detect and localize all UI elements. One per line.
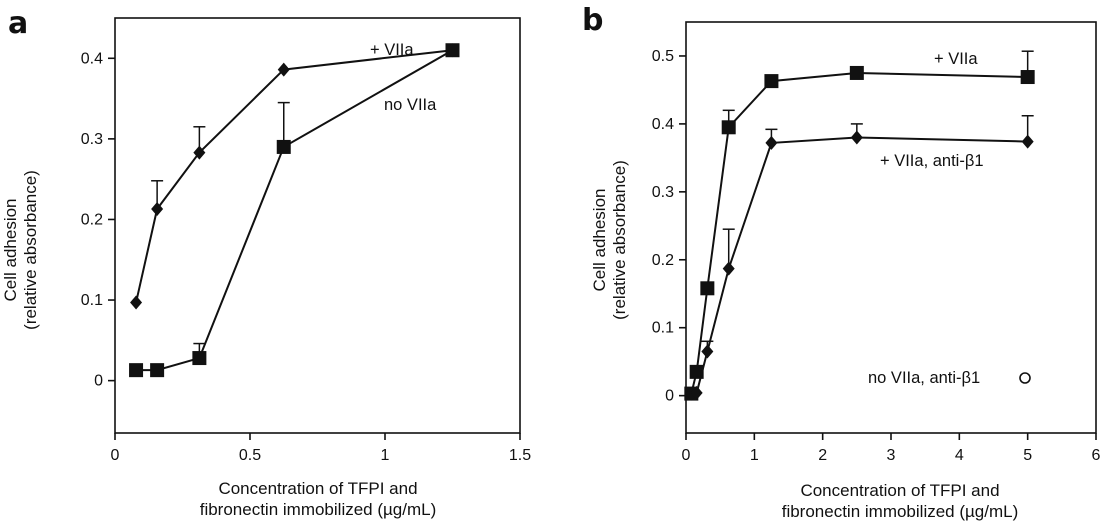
diamond-marker bbox=[690, 385, 703, 400]
square-marker bbox=[764, 74, 779, 89]
x-tick-label: 6 bbox=[1092, 447, 1101, 464]
y-tick-label: 0.4 bbox=[652, 116, 674, 133]
diamond-marker bbox=[151, 201, 164, 216]
series-a-0: + VIIa bbox=[130, 41, 459, 310]
diamond-marker bbox=[130, 295, 143, 310]
y-tick-label: 0.1 bbox=[81, 292, 103, 309]
y-tick-label: 0.5 bbox=[652, 48, 674, 65]
square-marker bbox=[276, 139, 291, 154]
series-label: + VIIa, anti-β1 bbox=[880, 152, 984, 170]
square-marker bbox=[129, 363, 144, 378]
x-tick-label: 0.5 bbox=[239, 447, 261, 464]
x-tick-label: 0 bbox=[111, 447, 120, 464]
panel-letter: a bbox=[8, 6, 28, 41]
square-marker bbox=[445, 43, 460, 58]
y-tick-label: 0.2 bbox=[652, 252, 674, 269]
chart-panel-a: a 0 0.1 0.2 0.3 0.4 0 0.5 1 1.5 Cell adhesion (rela… bbox=[1, 6, 531, 519]
x-tick-label: 2 bbox=[818, 447, 827, 464]
x-tick-label: 5 bbox=[1023, 447, 1032, 464]
x-axis-label: Concentration of TFPI and bbox=[218, 479, 417, 498]
series-b-0: + VIIa bbox=[684, 50, 1035, 401]
diamond-marker bbox=[1021, 134, 1034, 149]
series-line bbox=[690, 71, 1028, 394]
series-label: + VIIa bbox=[370, 41, 414, 59]
open-circle-marker bbox=[1019, 372, 1031, 384]
square-marker bbox=[849, 65, 864, 80]
square-marker bbox=[700, 281, 715, 296]
diamond-marker bbox=[765, 135, 778, 150]
y-tick-label: 0.3 bbox=[652, 184, 674, 201]
x-axis-label: fibronectin immobilized (µg/mL) bbox=[200, 500, 437, 519]
x-axis-label: Concentration of TFPI and bbox=[800, 481, 999, 500]
square-marker bbox=[192, 351, 207, 366]
y-tick-label: 0.4 bbox=[81, 50, 103, 67]
y-axis-label: (relative absorbance) bbox=[21, 170, 40, 330]
x-tick-label: 4 bbox=[955, 447, 964, 464]
x-tick-label: 3 bbox=[887, 447, 896, 464]
x-tick-label: 1 bbox=[750, 447, 759, 464]
x-tick-label: 1.5 bbox=[509, 447, 531, 464]
series-b-1: + VIIa, anti-β1 bbox=[685, 114, 1034, 401]
series-label: no VIIa bbox=[384, 96, 437, 114]
x-axis-label: fibronectin immobilized (µg/mL) bbox=[782, 502, 1019, 521]
diamond-marker bbox=[277, 62, 290, 77]
diamond-marker bbox=[701, 344, 714, 359]
y-tick-label: 0 bbox=[94, 373, 103, 390]
x-tick-label: 1 bbox=[381, 447, 390, 464]
diamond-marker bbox=[850, 130, 863, 145]
x-tick-label: 0 bbox=[682, 447, 691, 464]
y-tick-label: 0 bbox=[665, 388, 674, 405]
chart-panel-b: b 0 0.1 0.2 0.3 0.4 0.5 0 1 2 3 4 5 6 Cell adhesion (re… bbox=[582, 3, 1101, 521]
square-marker bbox=[721, 120, 736, 135]
series-b-2: no VIIa, anti-β1 bbox=[868, 369, 1031, 387]
y-axis-label: Cell adhesion bbox=[590, 188, 609, 291]
plot-frame bbox=[114, 17, 521, 434]
series-line bbox=[135, 49, 453, 303]
diamond-marker bbox=[722, 261, 735, 276]
y-axis-label: Cell adhesion bbox=[1, 198, 20, 301]
series-label: + VIIa bbox=[934, 50, 978, 68]
series-line bbox=[691, 136, 1028, 395]
square-marker bbox=[1020, 70, 1035, 85]
series-a-1: no VIIa bbox=[129, 43, 460, 378]
diamond-marker bbox=[193, 145, 206, 160]
y-axis-label: (relative absorbance) bbox=[610, 160, 629, 320]
square-marker bbox=[150, 363, 165, 378]
y-tick-label: 0.2 bbox=[81, 211, 103, 228]
y-tick-label: 0.1 bbox=[652, 320, 674, 337]
panel-letter: b bbox=[582, 3, 603, 38]
series-label: no VIIa, anti-β1 bbox=[868, 369, 980, 387]
y-tick-label: 0.3 bbox=[81, 131, 103, 148]
